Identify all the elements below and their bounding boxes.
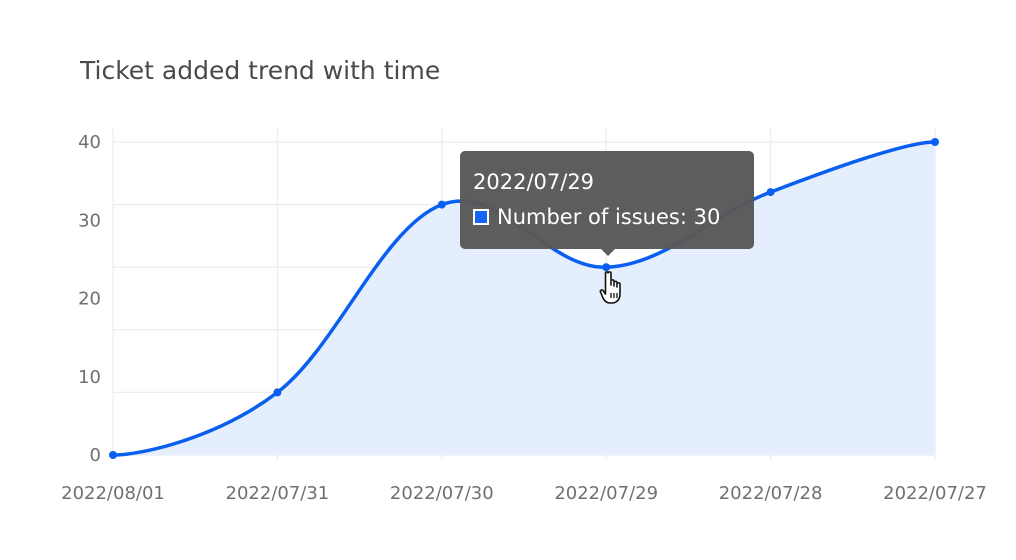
y-tick-label: 30 bbox=[78, 210, 101, 231]
data-point[interactable] bbox=[931, 138, 939, 146]
data-point[interactable] bbox=[109, 451, 117, 459]
x-tick-label: 2022/07/30 bbox=[390, 483, 494, 504]
hand-pointer-cursor-icon bbox=[599, 271, 621, 304]
y-tick-label: 10 bbox=[78, 367, 101, 388]
x-tick-label: 2022/08/01 bbox=[61, 483, 165, 504]
x-tick-label: 2022/07/29 bbox=[554, 483, 658, 504]
x-axis-ticks: 2022/08/01 2022/07/31 2022/07/30 2022/07/29… bbox=[61, 483, 987, 504]
tooltip-date: 2022/07/29 bbox=[473, 170, 595, 194]
x-tick-label: 2022/07/28 bbox=[719, 483, 823, 504]
data-points bbox=[109, 138, 939, 459]
x-tick-label: 2022/07/31 bbox=[226, 483, 330, 504]
y-tick-label: 0 bbox=[90, 445, 101, 466]
data-point[interactable] bbox=[602, 263, 611, 272]
y-tick-label: 40 bbox=[78, 132, 101, 153]
series-swatch bbox=[473, 209, 489, 225]
data-point[interactable] bbox=[437, 200, 446, 209]
y-tick-label: 20 bbox=[78, 289, 101, 310]
data-tooltip: 2022/07/29 Number of issues: 30 bbox=[460, 151, 754, 256]
chart-title: Ticket added trend with time bbox=[80, 56, 441, 85]
tooltip-value-label: Number of issues: 30 bbox=[497, 205, 721, 229]
x-tick-label: 2022/07/27 bbox=[883, 483, 987, 504]
data-point[interactable] bbox=[766, 188, 775, 197]
y-axis-ticks: 0 10 20 30 40 bbox=[78, 132, 101, 466]
tooltip-row: Number of issues: 30 bbox=[473, 204, 741, 230]
data-point[interactable] bbox=[273, 388, 282, 397]
